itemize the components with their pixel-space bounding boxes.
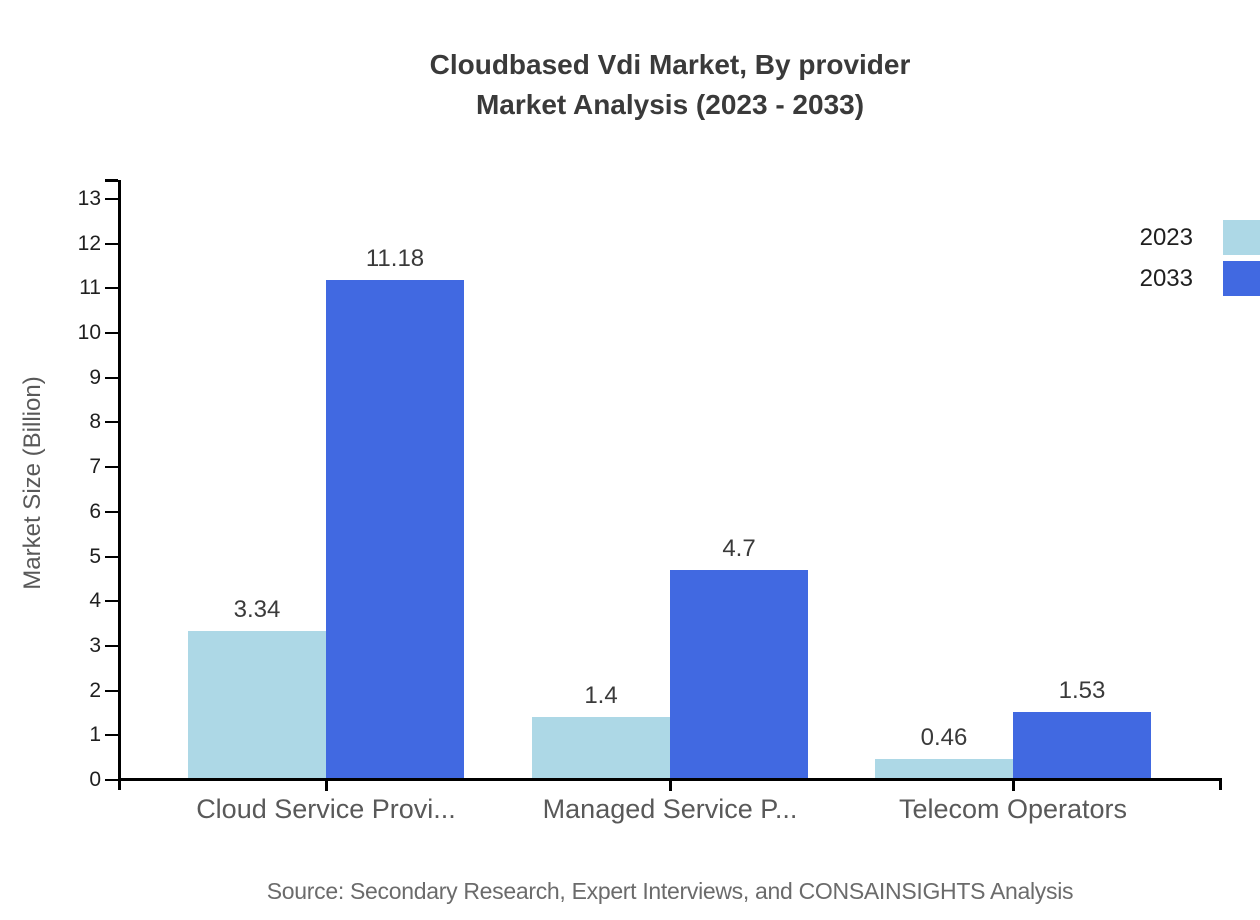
chart-title-line1: Cloudbased Vdi Market, By provider bbox=[429, 49, 911, 80]
bar-2033 bbox=[326, 280, 464, 780]
legend-swatch-2023-icon bbox=[1223, 220, 1260, 255]
legend-item-2023: 2023 bbox=[1140, 220, 1260, 255]
y-tick-label: 4 bbox=[89, 589, 101, 612]
x-category-label: Managed Service P... bbox=[542, 794, 798, 824]
legend-label-2023: 2023 bbox=[1139, 223, 1193, 251]
bar-2023 bbox=[188, 631, 326, 780]
y-tick-label: 7 bbox=[89, 455, 101, 478]
y-tick-label: 0 bbox=[89, 768, 101, 791]
x-axis-end-tick bbox=[1219, 778, 1222, 790]
y-tick bbox=[105, 421, 118, 423]
bar-value-label: 1.53 bbox=[1058, 677, 1106, 704]
y-tick bbox=[105, 198, 118, 200]
bar-2033 bbox=[1013, 712, 1151, 780]
legend-item-2033: 2033 bbox=[1140, 261, 1260, 296]
x-category-label: Telecom Operators bbox=[898, 794, 1128, 824]
legend-swatch-2033-icon bbox=[1223, 261, 1260, 296]
y-tick-label: 11 bbox=[79, 276, 101, 299]
bar-value-label: 4.7 bbox=[722, 535, 756, 562]
y-tick bbox=[105, 645, 118, 647]
y-tick-label: 1 bbox=[89, 723, 101, 746]
y-tick-label: 10 bbox=[77, 321, 101, 344]
x-tick bbox=[325, 781, 328, 791]
bar-2023 bbox=[875, 759, 1013, 780]
bar-value-label: 1.4 bbox=[584, 682, 618, 709]
y-tick bbox=[105, 556, 118, 558]
y-tick bbox=[105, 734, 118, 736]
source-note: Source: Secondary Research, Expert Inter… bbox=[266, 878, 1074, 904]
y-tick-label: 6 bbox=[89, 500, 101, 523]
legend: 2023 2033 bbox=[1140, 220, 1260, 302]
bar-2023 bbox=[532, 717, 670, 780]
y-tick-label: 8 bbox=[89, 410, 101, 433]
y-tick bbox=[105, 243, 118, 245]
y-tick-label: 5 bbox=[89, 545, 101, 568]
y-tick bbox=[105, 466, 118, 468]
y-axis-line bbox=[118, 180, 121, 790]
y-tick bbox=[105, 377, 118, 379]
bar-value-label: 11.18 bbox=[365, 245, 425, 272]
y-tick bbox=[105, 287, 118, 289]
y-tick bbox=[105, 600, 118, 602]
bar-2033 bbox=[670, 570, 808, 780]
y-tick-label: 12 bbox=[77, 232, 101, 255]
legend-label-2033: 2033 bbox=[1139, 264, 1193, 292]
bar-value-label: 0.46 bbox=[920, 724, 968, 751]
y-axis-top-cap bbox=[105, 179, 118, 182]
y-tick-label: 3 bbox=[89, 634, 101, 657]
x-axis-line bbox=[118, 778, 1222, 781]
x-tick bbox=[1012, 781, 1015, 791]
bar-value-label: 3.34 bbox=[233, 596, 281, 623]
y-tick bbox=[105, 511, 118, 513]
x-tick bbox=[669, 781, 672, 791]
y-tick bbox=[105, 332, 118, 334]
y-tick-label: 13 bbox=[77, 187, 101, 210]
y-tick bbox=[105, 690, 118, 692]
y-tick-label: 2 bbox=[89, 679, 101, 702]
y-tick bbox=[105, 779, 118, 781]
y-tick-label: 9 bbox=[89, 366, 101, 389]
chart-title: Cloudbased Vdi Market, By provider Marke… bbox=[80, 45, 1260, 125]
x-category-label: Cloud Service Provi... bbox=[196, 794, 456, 824]
chart-title-line2: Market Analysis (2023 - 2033) bbox=[475, 89, 865, 120]
